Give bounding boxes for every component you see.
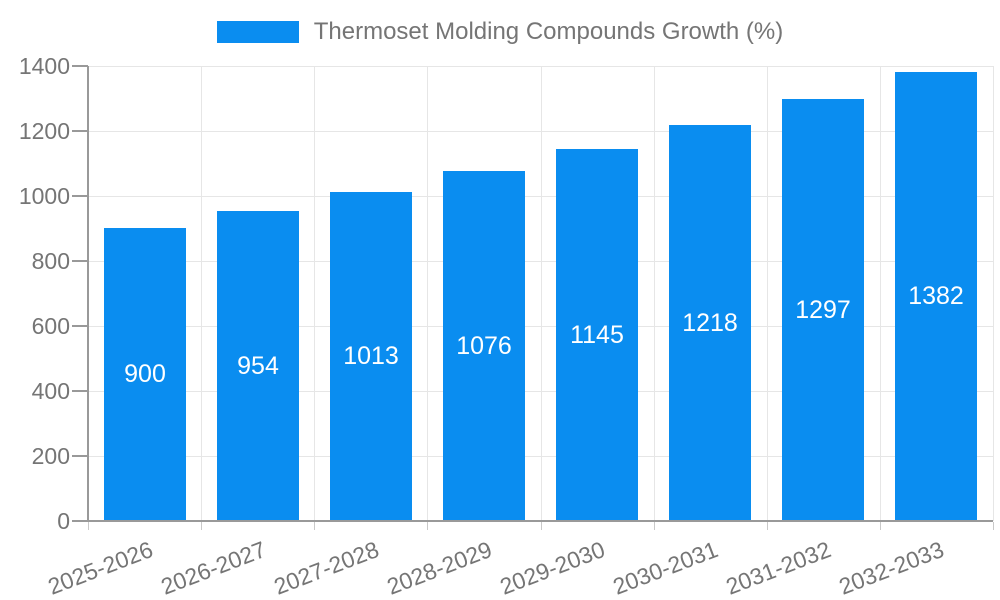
bar-2031-2032: 1297 (782, 99, 864, 521)
chart-legend: Thermoset Molding Compounds Growth (%) (0, 17, 1000, 47)
bar-2026-2027: 954 (217, 211, 299, 521)
x-tick-mark (88, 522, 89, 530)
y-tick-label: 1200 (18, 118, 70, 144)
y-tick-label: 400 (31, 378, 70, 404)
v-gridline (654, 66, 655, 521)
y-tick-mark (72, 325, 88, 327)
legend-label: Thermoset Molding Compounds Growth (%) (313, 18, 784, 45)
x-tick-mark (541, 522, 542, 530)
x-tick-label: 2030-2031 (609, 536, 722, 600)
v-gridline (541, 66, 542, 521)
y-tick-mark (72, 65, 88, 67)
v-gridline (201, 66, 202, 521)
v-gridline (427, 66, 428, 521)
bar-2029-2030: 1145 (556, 149, 638, 521)
bar-2030-2031: 1218 (669, 125, 751, 521)
x-tick-mark (767, 522, 768, 530)
bar-value-label: 1218 (682, 308, 738, 337)
bar-2028-2029: 1076 (443, 171, 525, 521)
x-tick-mark (880, 522, 881, 530)
y-tick-mark (72, 520, 88, 522)
x-tick-mark (654, 522, 655, 530)
bar-2032-2033: 1382 (895, 72, 977, 521)
x-tick-mark (993, 522, 994, 530)
v-gridline (314, 66, 315, 521)
h-gridline (88, 131, 993, 132)
y-tick-label: 1400 (18, 53, 70, 79)
x-tick-label: 2027-2028 (270, 536, 383, 600)
bar-2027-2028: 1013 (330, 192, 412, 521)
x-tick-label: 2032-2033 (835, 536, 948, 600)
h-gridline (88, 196, 993, 197)
plot-area: 900 954 1013 1076 1145 1218 1297 1382 (88, 66, 994, 522)
h-gridline (88, 456, 993, 457)
bar-value-label: 954 (237, 351, 279, 380)
v-gridline (993, 66, 994, 521)
y-tick-mark (72, 195, 88, 197)
y-axis-line (87, 66, 89, 521)
bar-value-label: 1297 (795, 295, 851, 324)
x-tick-label: 2026-2027 (157, 536, 270, 600)
v-gridline (767, 66, 768, 521)
bar-value-label: 1013 (343, 342, 399, 370)
x-tick-mark (201, 522, 202, 530)
y-tick-label: 0 (57, 508, 70, 534)
y-tick-mark (72, 260, 88, 262)
bar-value-label: 1076 (456, 331, 512, 360)
x-tick-label: 2029-2030 (496, 536, 609, 600)
h-gridline (88, 326, 993, 327)
x-tick-mark (427, 522, 428, 530)
x-tick-label: 2031-2032 (722, 536, 835, 600)
y-tick-label: 800 (31, 248, 70, 274)
x-tick-mark (314, 522, 315, 530)
bar-value-label: 1145 (570, 320, 624, 349)
x-tick-label: 2025-2026 (44, 536, 157, 600)
y-tick-label: 1000 (18, 183, 70, 209)
y-tick-mark (72, 455, 88, 457)
bar-value-label: 1382 (908, 282, 964, 310)
bar-value-label: 900 (124, 360, 166, 388)
v-gridline (880, 66, 881, 521)
y-tick-mark (72, 130, 88, 132)
y-tick-label: 200 (31, 443, 70, 469)
x-tick-label: 2028-2029 (383, 536, 496, 600)
h-gridline (88, 66, 993, 67)
h-gridline (88, 391, 993, 392)
y-tick-mark (72, 390, 88, 392)
h-gridline (88, 261, 993, 262)
bar-2025-2026: 900 (104, 228, 186, 521)
x-axis-line (87, 520, 993, 522)
y-tick-label: 600 (31, 313, 70, 339)
legend-swatch (216, 21, 299, 43)
